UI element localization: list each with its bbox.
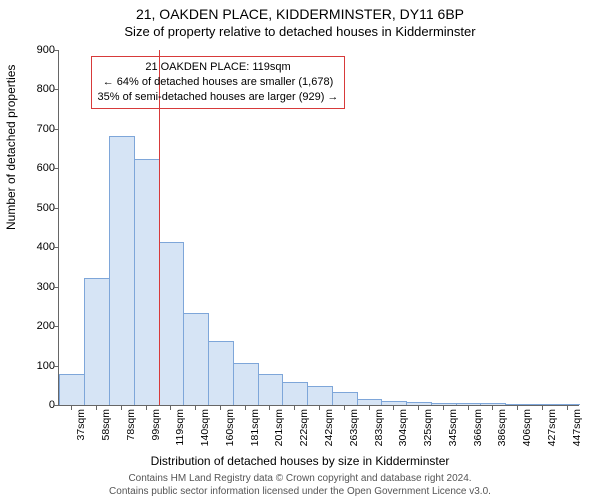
x-tick-label: 283sqm [373,409,385,446]
histogram-bar [233,363,259,405]
footer-line-1: Contains HM Land Registry data © Crown c… [0,473,600,486]
x-tick-label: 119sqm [174,409,186,446]
x-tick-label: 366sqm [472,409,484,446]
annotation-line-3: 35% of semi-detached houses are larger (… [98,90,339,105]
x-axis-label: Distribution of detached houses by size … [0,454,600,468]
plot-area: 37sqm58sqm78sqm99sqm119sqm140sqm160sqm18… [58,50,579,406]
x-tick-label: 222sqm [298,409,310,446]
x-tick-label: 160sqm [224,409,236,446]
histogram-bar [332,392,358,405]
x-tick-label: 345sqm [447,409,459,446]
chart-subtitle: Size of property relative to detached ho… [0,22,600,39]
x-tick-label: 304sqm [397,409,409,446]
x-tick-label: 447sqm [571,409,583,446]
y-axis-label: Number of detached properties [4,65,18,230]
histogram-bar [307,386,333,405]
histogram-bar [59,374,85,405]
histogram-bar [134,159,160,405]
histogram-bar [282,382,308,405]
histogram-bar [258,374,284,405]
histogram-bar [431,403,457,405]
x-tick-label: 242sqm [323,409,335,446]
histogram-bar [109,136,135,405]
histogram-bar [159,242,185,405]
x-tick-label: 58sqm [100,409,112,441]
histogram-bar [530,404,556,405]
chart-container: { "title": "21, OAKDEN PLACE, KIDDERMINS… [0,0,600,500]
annotation-box: 21 OAKDEN PLACE: 119sqm ← 64% of detache… [91,56,346,109]
histogram-bar [183,313,209,405]
x-tick-label: 201sqm [273,409,285,446]
x-tick-label: 406sqm [521,409,533,446]
x-tick-label: 37sqm [75,409,87,441]
footer-line-2: Contains public sector information licen… [0,486,600,499]
x-tick-label: 325sqm [422,409,434,446]
x-tick-label: 263sqm [348,409,360,446]
x-tick-label: 427sqm [546,409,558,446]
chart-title: 21, OAKDEN PLACE, KIDDERMINSTER, DY11 6B… [0,0,600,22]
x-tick-label: 99sqm [150,409,162,441]
x-tick-label: 140sqm [199,409,211,446]
x-tick-label: 78sqm [125,409,137,441]
histogram-bar [84,278,110,405]
annotation-line-1: 21 OAKDEN PLACE: 119sqm [98,60,339,75]
histogram-bar [208,341,234,405]
footer-attribution: Contains HM Land Registry data © Crown c… [0,473,600,498]
annotation-line-2: ← 64% of detached houses are smaller (1,… [98,75,339,90]
x-tick-label: 386sqm [496,409,508,446]
x-tick-label: 181sqm [249,409,261,446]
